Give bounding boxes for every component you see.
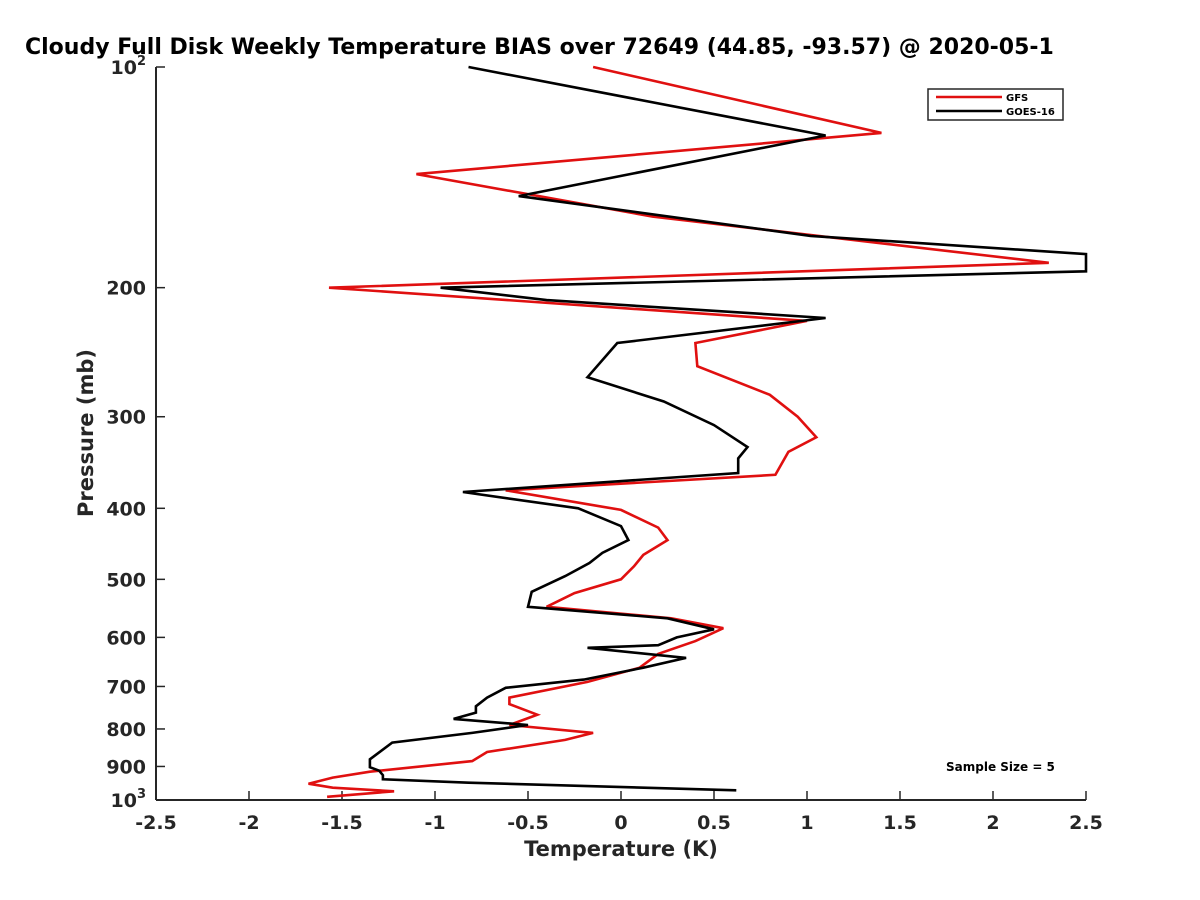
x-tick-label: -1.5 [321, 812, 363, 834]
sample-size-annotation: Sample Size = 5 [946, 760, 1055, 774]
y-tick-label: 500 [106, 569, 146, 591]
legend-label-goes16: GOES-16 [1006, 107, 1055, 118]
y-tick-label: 103 [111, 787, 147, 812]
x-tick-label: -2 [238, 812, 259, 834]
y-tick-label: 900 [106, 756, 146, 778]
y-tick-label: 600 [106, 627, 146, 649]
series-line-goes16 [368, 65, 1088, 792]
x-tick-label: 2.5 [1069, 812, 1103, 834]
y-tick-label: 700 [106, 676, 146, 698]
x-tick-label: 1.5 [883, 812, 917, 834]
x-tick-label: -1 [424, 812, 445, 834]
legend-label-gfs: GFS [1006, 93, 1028, 104]
x-tick-label: -2.5 [135, 812, 177, 834]
y-tick-exponent: 2 [137, 54, 146, 69]
y-tick-base: 10 [111, 57, 137, 79]
series-line-gfs [308, 65, 1049, 799]
x-tick-label: -0.5 [507, 812, 549, 834]
y-tick-exponent: 3 [137, 787, 146, 802]
y-axis-label: Pressure (mb) [74, 349, 98, 517]
y-tick-base: 10 [111, 790, 137, 812]
x-tick-label: 2 [986, 812, 999, 834]
x-tick-label: 0.5 [697, 812, 731, 834]
x-axis-label: Temperature (K) [524, 837, 718, 861]
y-tick-label: 800 [106, 719, 146, 741]
y-tick-label: 300 [106, 407, 146, 429]
chart-title: Cloudy Full Disk Weekly Temperature BIAS… [25, 35, 1054, 60]
x-axis-ticks: -2.5 -2 -1.5 -1 -0.5 0 0.5 1 1.5 2 2.5 [135, 791, 1103, 834]
legend-box [927, 88, 1064, 121]
y-tick-label: 400 [106, 498, 146, 520]
y-tick-label: 102 [111, 54, 147, 79]
x-tick-label: 0 [614, 812, 627, 834]
y-tick-label: 200 [106, 278, 146, 300]
x-tick-label: 1 [800, 812, 813, 834]
series-layer [308, 65, 1088, 799]
legend: GFS GOES-16 [927, 88, 1064, 121]
